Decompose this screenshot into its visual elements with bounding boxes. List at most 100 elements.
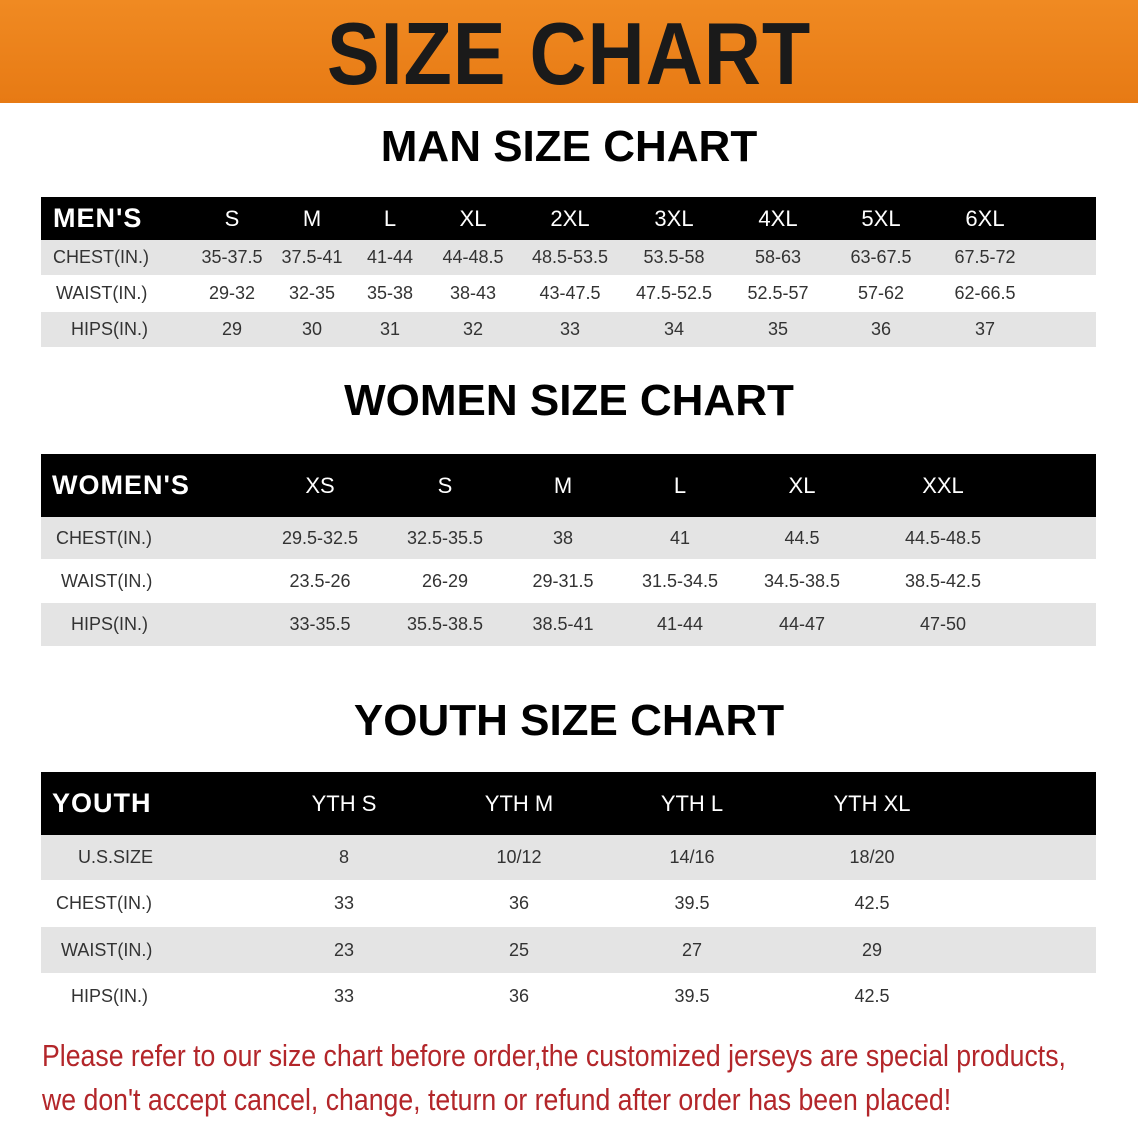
men-size-header: 4XL [758, 205, 798, 231]
table-cell: 27 [681, 939, 703, 960]
table-cell: 41-44 [656, 614, 704, 634]
women-table-row: WAIST(IN.) 23.5-26 26-29 29-31.5 31.5-34.5 34… [41, 560, 1096, 602]
table-cell: 47-50 [919, 614, 967, 634]
table-cell: 52.5-57 [747, 283, 809, 303]
table-cell: 36 [870, 319, 892, 339]
table-cell: 32 [462, 319, 484, 339]
table-cell: 43-47.5 [539, 283, 601, 303]
table-cell: 35 [767, 319, 789, 339]
table-cell: 67.5-72 [954, 247, 1016, 267]
youth-section-title: YOUTH SIZE CHART [353, 696, 785, 745]
women-section-title: WOMEN SIZE CHART [344, 376, 794, 425]
men-size-header: L [383, 205, 397, 231]
table-cell: 42.5 [854, 893, 890, 913]
table-cell: 33 [333, 986, 355, 1006]
table-cell: 62-66.5 [954, 283, 1016, 303]
table-cell: 8 [338, 847, 350, 867]
men-header-label: MEN'S [53, 203, 143, 233]
row-label: CHEST(IN.) [53, 247, 149, 267]
women-size-header: S [437, 472, 453, 498]
row-label: WAIST(IN.) [61, 570, 153, 591]
table-cell: 33 [559, 319, 581, 339]
youth-size-header: YTH S [311, 790, 377, 816]
table-cell: 42.5 [854, 986, 890, 1006]
table-cell: 38.5-41 [532, 614, 594, 634]
women-size-header: M [553, 472, 573, 498]
row-label: WAIST(IN.) [61, 939, 153, 960]
men-size-table: MEN'S S M L XL 2XL 3XL 4XL 5XL 6XL CHEST(IN.) 35-37… [41, 197, 1096, 347]
women-header-row: WOMEN'S XS S M L XL XXL [41, 454, 1096, 517]
women-table-row: HIPS(IN.) 33-35.5 35.5-38.5 38.5-41 41-44 44-… [41, 603, 1096, 646]
women-size-table: WOMEN'S XS S M L XL XXL CHEST(IN.) 29.5-32.5 32.5… [41, 454, 1096, 646]
table-cell: 29 [221, 319, 243, 339]
table-cell: 33 [333, 893, 355, 913]
row-label: CHEST(IN.) [56, 893, 152, 913]
men-size-header: M [302, 205, 322, 231]
table-cell: 36 [508, 893, 530, 913]
banner-title: SIZE CHART [326, 4, 812, 103]
table-cell: 23 [333, 939, 355, 960]
women-size-header: L [673, 472, 687, 498]
men-size-header: 6XL [965, 205, 1005, 231]
table-cell: 44-48.5 [442, 247, 504, 267]
table-cell: 44-47 [778, 614, 826, 634]
row-label: HIPS(IN.) [71, 319, 149, 339]
table-cell: 35.5-38.5 [406, 614, 484, 634]
men-table-row: WAIST(IN.) 29-32 32-35 35-38 38-43 43-47.5 47.… [41, 276, 1096, 311]
table-cell: 29-31.5 [532, 570, 594, 591]
men-table-row: CHEST(IN.) 35-37.5 37.5-41 41-44 44-48.5 48.5… [41, 240, 1096, 275]
table-cell: 14/16 [669, 847, 715, 867]
table-cell: 44.5 [784, 527, 820, 548]
table-cell: 63-67.5 [850, 247, 912, 267]
youth-size-header: YTH L [660, 790, 724, 816]
table-cell: 37 [974, 319, 996, 339]
men-size-header: 2XL [550, 205, 590, 231]
table-cell: 48.5-53.5 [531, 247, 609, 267]
table-cell: 31.5-34.5 [641, 570, 719, 591]
table-cell: 29-32 [208, 283, 256, 303]
table-cell: 34.5-38.5 [763, 570, 841, 591]
women-size-header: XXL [922, 472, 964, 498]
table-cell: 32-35 [288, 283, 336, 303]
row-label: HIPS(IN.) [71, 986, 149, 1006]
table-cell: 30 [301, 319, 323, 339]
men-section-title: MAN SIZE CHART [380, 122, 758, 171]
table-cell: 38 [552, 527, 574, 548]
notice-line-1: Please refer to our size chart before or… [42, 1038, 1066, 1073]
table-cell: 23.5-26 [289, 570, 351, 591]
table-cell: 58-63 [754, 247, 802, 267]
banner: SIZE CHART [0, 0, 1138, 103]
women-table-row: CHEST(IN.) 29.5-32.5 32.5-35.5 38 41 44.5 44.5… [41, 517, 1096, 559]
youth-table-row: WAIST(IN.) 23 25 27 29 [41, 927, 1096, 973]
row-label: CHEST(IN.) [56, 527, 152, 548]
table-cell: 25 [508, 939, 530, 960]
youth-size-header: YTH XL [833, 790, 911, 816]
table-cell: 44.5-48.5 [904, 527, 982, 548]
row-label: U.S.SIZE [78, 847, 154, 867]
men-header-row: MEN'S S M L XL 2XL 3XL 4XL 5XL 6XL [41, 197, 1096, 240]
table-cell: 31 [379, 319, 401, 339]
notice-line-2: we don't accept cancel, change, teturn o… [42, 1082, 952, 1117]
table-cell: 18/20 [849, 847, 895, 867]
table-cell: 10/12 [496, 847, 542, 867]
table-cell: 35-38 [366, 283, 414, 303]
men-size-header: 5XL [861, 205, 901, 231]
youth-table-row: HIPS(IN.) 33 36 39.5 42.5 [41, 974, 1096, 1019]
women-size-header: XS [305, 472, 335, 498]
table-cell: 36 [508, 986, 530, 1006]
table-cell: 39.5 [674, 893, 710, 913]
men-size-header: S [224, 205, 240, 231]
table-cell: 35-37.5 [201, 247, 263, 267]
table-cell: 29.5-32.5 [281, 527, 359, 548]
men-size-header: 3XL [654, 205, 694, 231]
table-cell: 37.5-41 [281, 247, 343, 267]
table-cell: 38.5-42.5 [904, 570, 982, 591]
youth-table-row: CHEST(IN.) 33 36 39.5 42.5 [41, 881, 1096, 926]
youth-size-header: YTH M [484, 790, 554, 816]
youth-size-table: YOUTH YTH S YTH M YTH L YTH XL U.S.SIZE 8 10/12… [41, 772, 1096, 1019]
table-cell: 57-62 [857, 283, 905, 303]
men-size-header: XL [459, 205, 487, 231]
women-size-header: XL [788, 472, 816, 498]
table-cell: 53.5-58 [643, 247, 705, 267]
table-cell: 34 [663, 319, 685, 339]
